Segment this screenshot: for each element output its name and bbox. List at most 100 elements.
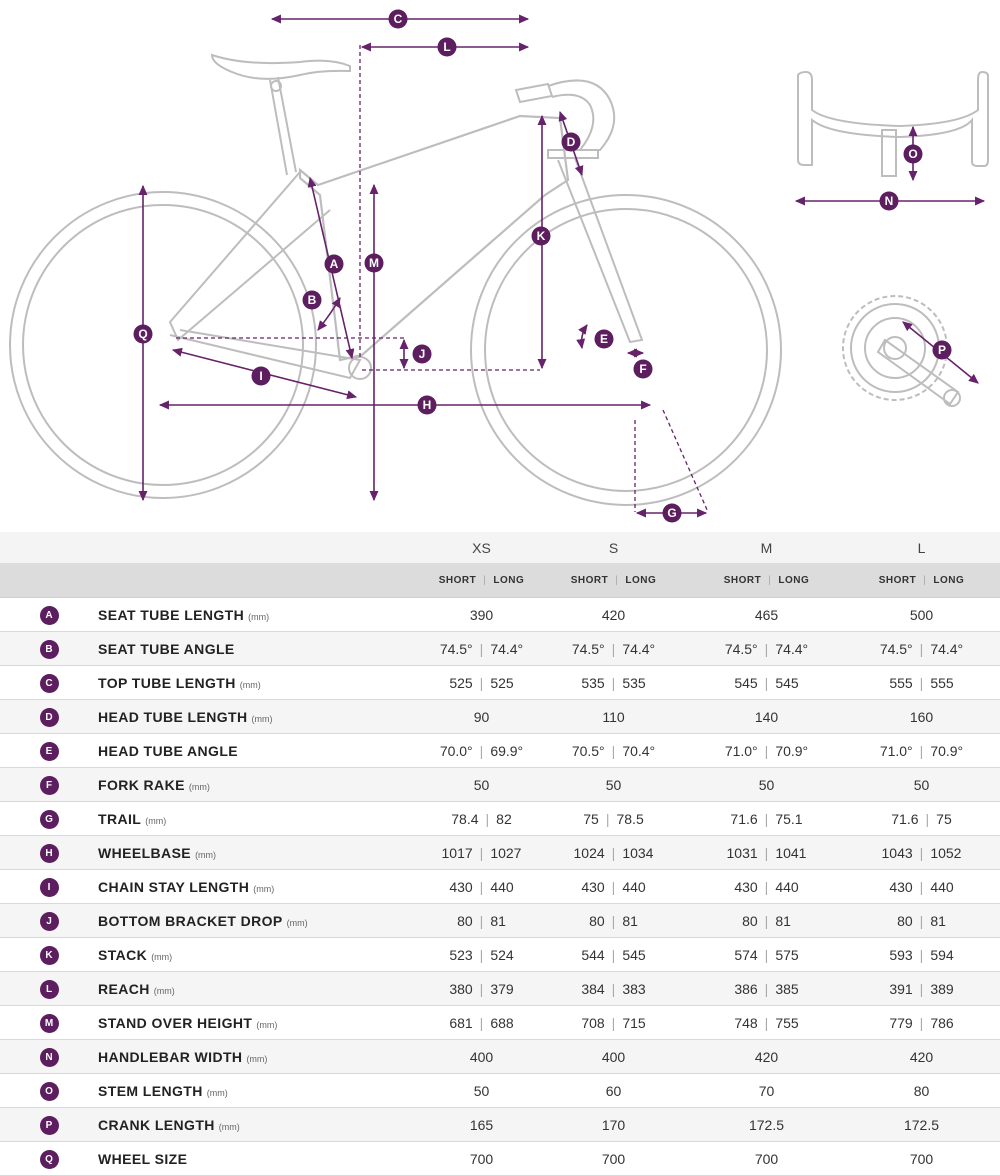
tag-letter: Q (138, 327, 147, 341)
value: 700 (601, 1150, 626, 1167)
row-label: WHEELBASE (98, 844, 192, 861)
tag-q: Q (133, 324, 153, 344)
value: 420 (909, 1048, 934, 1065)
tag-circle (388, 9, 408, 29)
tag-g: G (662, 503, 682, 523)
row-label: SEAT TUBE LENGTH (98, 606, 245, 623)
value-short: 430 (889, 878, 913, 895)
value-long: 1041 (775, 844, 807, 861)
tag-letter: H (423, 398, 432, 412)
row-code-cell: C (0, 665, 98, 700)
value-cell: 74.5° | 74.4° (426, 631, 537, 666)
row-label-cell: CRANK LENGTH (mm) (98, 1107, 426, 1142)
value-long: 525 (490, 674, 514, 691)
tag-circle (932, 340, 952, 360)
row-unit: (mm) (246, 1053, 268, 1064)
value-short: 386 (734, 980, 758, 997)
value-cell: 420 (690, 1039, 843, 1074)
row-label-cell: REACH (mm) (98, 971, 426, 1006)
row-code-cell: I (0, 869, 98, 904)
value-cell: 465 (690, 597, 843, 632)
value-long: 755 (775, 1014, 799, 1031)
value-cell: 380 | 379 (426, 971, 537, 1006)
separator: | (919, 912, 924, 929)
value-long: 389 (930, 980, 954, 997)
value-short: 70.5° (571, 742, 605, 759)
row-code-badge: E (39, 741, 59, 761)
value-cell: 50 (690, 767, 843, 802)
separator: | (479, 674, 484, 691)
value-cell: 160 (843, 699, 1000, 734)
row-code-badge: M (39, 1013, 59, 1033)
row-label: HEAD TUBE LENGTH (98, 708, 248, 725)
value-cell: 700 (426, 1141, 537, 1176)
row-code-cell: J (0, 903, 98, 938)
tag-letter: F (639, 362, 646, 376)
row-label-cell: SEAT TUBE LENGTH (mm) (98, 597, 426, 632)
short-long-header-row: SHORT | LONG SHORT | LONG SHORT | LONG SHORT | LONG (0, 563, 1000, 598)
row-unit: (mm) (286, 917, 308, 928)
row-code-cell: N (0, 1039, 98, 1074)
value-short: 380 (449, 980, 473, 997)
value-short: 525 (449, 674, 473, 691)
value-short: 80 (742, 912, 758, 929)
tag-f: F (633, 359, 653, 379)
short-long-header: SHORT | LONG (843, 563, 1000, 598)
tag-circle (903, 144, 923, 164)
separator: | (479, 742, 484, 759)
value-long: 81 (930, 912, 946, 929)
value-cell: 1043 | 1052 (843, 835, 1000, 870)
value-long: 74.4° (622, 640, 656, 657)
row-code-cell: F (0, 767, 98, 802)
value-long: 440 (930, 878, 954, 895)
row-label: CRANK LENGTH (98, 1116, 215, 1133)
value-long: 383 (622, 980, 646, 997)
value-cell: 681 | 688 (426, 1005, 537, 1040)
row-code-cell: A (0, 597, 98, 632)
short-label: SHORT (438, 574, 477, 586)
tag-circle (879, 191, 899, 211)
row-code-badge: H (39, 843, 59, 863)
table-row: C TOP TUBE LENGTH (mm) 525 | 525 535 | 535 545 | 54… (0, 665, 1000, 700)
size-header: XS (426, 532, 537, 563)
value-cell: 535 | 535 (537, 665, 690, 700)
value-short: 384 (581, 980, 605, 997)
value-long: 440 (775, 878, 799, 895)
value-long: 81 (775, 912, 791, 929)
value-cell: 555 | 555 (843, 665, 1000, 700)
value-long: 594 (930, 946, 954, 963)
row-code-badge: C (39, 673, 59, 693)
value-cell: 80 (843, 1073, 1000, 1108)
separator: | (479, 946, 484, 963)
value-long: 81 (622, 912, 638, 929)
value-short: 593 (889, 946, 913, 963)
value-short: 555 (889, 674, 913, 691)
separator: | (611, 1014, 616, 1031)
value-cell: 50 (426, 767, 537, 802)
dimension-lines (138, 14, 986, 518)
tag-h: H (417, 395, 437, 415)
separator: | (919, 674, 924, 691)
tag-circle (302, 290, 322, 310)
value-cell: 700 (537, 1141, 690, 1176)
long-label: LONG (933, 574, 965, 586)
separator: | (764, 742, 769, 759)
value-short: 71.0° (724, 742, 758, 759)
size-header-row: XS S M L (0, 532, 1000, 563)
value-short: 80 (589, 912, 605, 929)
table-row: E HEAD TUBE ANGLE 70.0° | 69.9° 70.5° | 70.4° 71… (0, 733, 1000, 768)
value: 420 (754, 1048, 779, 1065)
value-short: 80 (897, 912, 913, 929)
long-label: LONG (493, 574, 525, 586)
row-label-cell: STEM LENGTH (mm) (98, 1073, 426, 1108)
value: 400 (601, 1048, 626, 1065)
row-label: CHAIN STAY LENGTH (98, 878, 250, 895)
tag-p: P (932, 340, 952, 360)
value-cell: 80 | 81 (537, 903, 690, 938)
value-cell: 700 (843, 1141, 1000, 1176)
value-long: 1034 (622, 844, 654, 861)
short-label: SHORT (723, 574, 762, 586)
value-long: 786 (930, 1014, 954, 1031)
separator: | (479, 980, 484, 997)
separator: | (483, 574, 487, 586)
